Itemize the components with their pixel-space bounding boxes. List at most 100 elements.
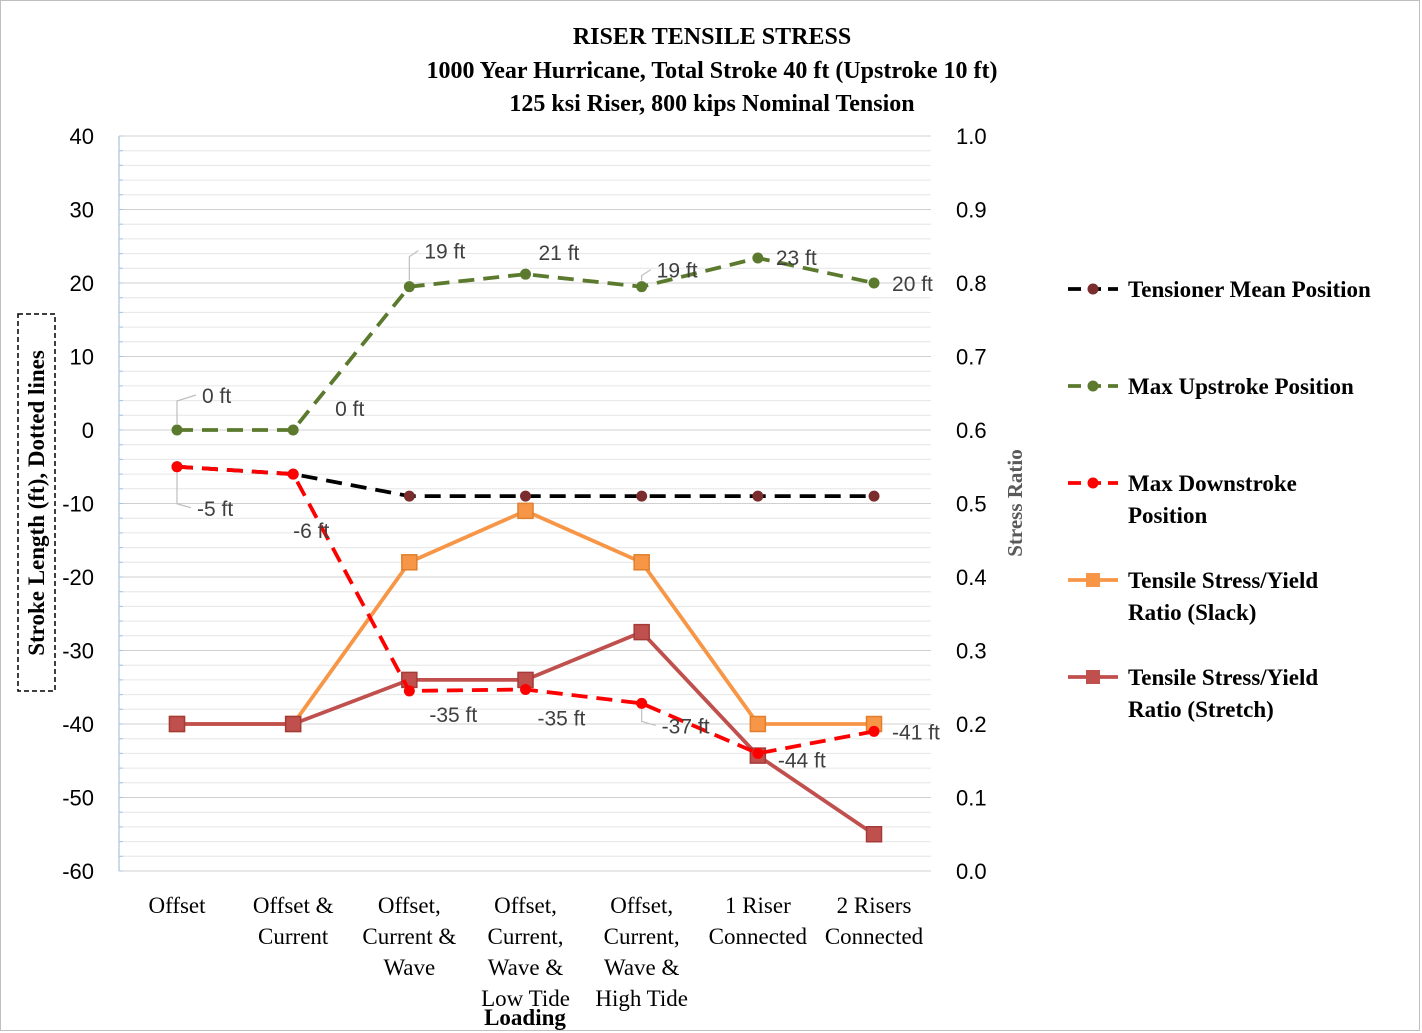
data-point xyxy=(752,252,764,264)
y-axis-left-title-group: Stroke Length (ft), Dotted lines xyxy=(17,313,56,692)
data-point xyxy=(171,424,183,436)
x-axis-category-line: Current xyxy=(258,924,329,949)
y-axis-left-tick-label: -10 xyxy=(62,492,94,517)
chart-subtitle-line: 1000 Year Hurricane, Total Stroke 40 ft … xyxy=(426,58,997,84)
data-label: -6 ft xyxy=(293,520,329,543)
data-label: 21 ft xyxy=(539,242,580,265)
x-axis-category-line: Offset, xyxy=(610,893,673,918)
y-axis-left-tick-label: -20 xyxy=(62,565,94,590)
data-label: 0 ft xyxy=(202,385,231,408)
data-point xyxy=(868,490,880,502)
legend-label: Max Upstroke Position xyxy=(1128,374,1354,399)
legend-label-line: Ratio (Slack) xyxy=(1128,600,1256,625)
y-axis-left-title-box xyxy=(17,313,56,692)
legend-label-line: Position xyxy=(1128,503,1207,528)
data-point xyxy=(749,715,767,733)
legend-swatch-marker xyxy=(1087,380,1099,392)
x-axis-category-line: Connected xyxy=(709,924,808,949)
y-axis-right-tick-label: 0.1 xyxy=(956,786,987,811)
legend-swatch-marker xyxy=(1087,477,1099,489)
x-axis-title: Loading xyxy=(484,1005,566,1030)
data-label: 19 ft xyxy=(657,260,698,283)
data-label: 0 ft xyxy=(335,398,364,421)
y-axis-left-tick-label: -60 xyxy=(62,859,94,884)
data-point xyxy=(520,683,532,695)
data-point xyxy=(636,697,648,709)
x-axis-category-label: Offset, Current, Wave & Low Tide xyxy=(481,893,570,1011)
x-axis-category-label: 1 Riser Connected xyxy=(709,893,808,949)
data-label: -37 ft xyxy=(662,715,710,738)
y-axis-left-tick-label: 0 xyxy=(82,418,94,443)
data-label: 19 ft xyxy=(424,241,465,264)
data-point xyxy=(636,490,648,502)
x-axis-category-label: Offset xyxy=(148,893,206,918)
y-axis-right-tick-label: 0.7 xyxy=(956,345,987,370)
x-axis-category-line: 2 Risers xyxy=(837,893,912,918)
legend-swatch-marker xyxy=(1086,670,1100,684)
data-label: 23 ft xyxy=(776,247,817,270)
data-point xyxy=(633,554,650,571)
data-point xyxy=(287,424,299,436)
x-axis-category-label: Offset, Current & Wave xyxy=(362,893,456,980)
x-axis-category-line: High Tide xyxy=(595,986,688,1011)
x-axis-category-line: Offset & xyxy=(253,893,334,918)
legend-swatch-marker xyxy=(1086,573,1100,587)
data-point xyxy=(403,281,415,293)
data-point xyxy=(403,490,415,502)
data-point xyxy=(865,826,883,843)
data-label: -5 ft xyxy=(197,498,233,521)
legend-swatch-marker xyxy=(1087,283,1099,295)
data-point xyxy=(403,685,415,697)
y-axis-right-tick-label: 0.9 xyxy=(956,198,987,223)
x-axis-category-label: 2 Risers Connected xyxy=(825,893,924,949)
x-axis-category-label: Offset & Current xyxy=(253,893,334,949)
y-axis-left-tick-label: -50 xyxy=(62,786,94,811)
legend-label-line: Ratio (Stretch) xyxy=(1128,697,1274,722)
data-point xyxy=(520,490,532,502)
y-axis-right-tick-label: 0.0 xyxy=(956,859,987,884)
data-label-leader xyxy=(176,472,192,509)
legend-label-line: Max Upstroke Position xyxy=(1128,374,1354,399)
y-axis-right-tick-label: 0.8 xyxy=(956,271,987,296)
x-axis-category-line: 1 Riser xyxy=(725,893,791,918)
chart-title-line: RISER TENSILE STRESS xyxy=(573,24,851,50)
series-line xyxy=(177,630,876,836)
data-point xyxy=(517,502,534,520)
plot-area xyxy=(168,252,883,843)
y-axis-right-tick-label: 0.5 xyxy=(956,492,987,517)
legend-label-line: Tensioner Mean Position xyxy=(1128,277,1371,302)
legend-label-line: Tensile Stress/Yield xyxy=(1128,665,1318,690)
data-point xyxy=(284,715,302,733)
x-axis-category-line: Connected xyxy=(825,924,924,949)
chart-subtitle-line: 125 ksi Riser, 800 kips Nominal Tension xyxy=(509,91,914,117)
data-label: -41 ft xyxy=(892,721,940,744)
chart-title: RISER TENSILE STRESS 1000 Year Hurricane… xyxy=(426,24,997,117)
data-label-leader xyxy=(176,394,197,424)
x-axis-category-line: Wave & xyxy=(604,955,680,980)
legend-label: Tensile Stress/Yield Ratio (Stretch) xyxy=(1128,665,1318,722)
x-axis-category-line: Offset, xyxy=(378,893,441,918)
y-axis-left-tick-label: -30 xyxy=(62,639,94,664)
data-point xyxy=(168,715,186,733)
data-point xyxy=(752,490,764,502)
legend-label: Tensioner Mean Position xyxy=(1128,277,1371,302)
x-axis-category-line: Current, xyxy=(488,924,564,949)
data-point xyxy=(401,554,418,571)
x-axis-category-line: Offset xyxy=(148,893,206,918)
y-axis-left-tick-label: -40 xyxy=(62,712,94,737)
y-axis-right-tick-label: 0.3 xyxy=(956,639,987,664)
y-axis-right-tick-label: 0.6 xyxy=(956,418,987,443)
data-label-leader xyxy=(641,709,656,726)
x-axis-category-label: Offset, Current, Wave & High Tide xyxy=(595,893,688,1011)
x-axis-category-line: Current & xyxy=(362,924,456,949)
data-point xyxy=(633,623,650,641)
legend-label-line: Tensile Stress/Yield xyxy=(1128,568,1318,593)
y-axis-left-tick-label: 10 xyxy=(70,345,94,370)
y-axis-right-title: Stress Ratio xyxy=(1003,449,1027,557)
x-axis-category-line: Low Tide xyxy=(481,986,570,1011)
x-axis-categories: Offset Offset & Current Offset, Current & Wav… xyxy=(148,893,923,1011)
y-axis-left-tick-label: 20 xyxy=(70,271,94,296)
y-axis-right-tick-label: 0.4 xyxy=(956,565,987,590)
data-point xyxy=(287,468,299,480)
x-axis-category-line: Current, xyxy=(604,924,680,949)
